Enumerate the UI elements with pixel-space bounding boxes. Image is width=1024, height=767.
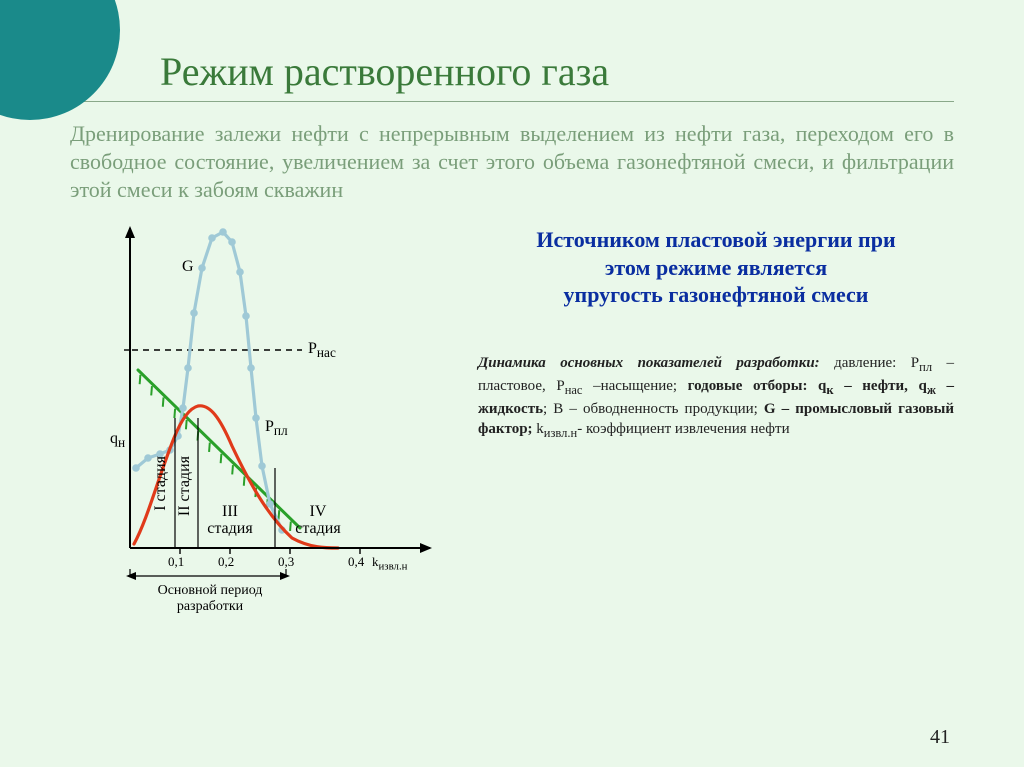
energy-source-headline: Источником пластовой энергии при этом ре… [478,226,954,309]
title-rule [70,101,954,102]
legend-k-txt: - коэффициент извлечения нефти [577,421,789,437]
legend-p-nas-sub: нас [565,383,583,397]
legend-intro: Динамика основных показателей разработки… [478,355,820,371]
legend-k-sub: извл.н [544,426,577,440]
content-row: 0,10,20,30,4kизвл.нGРнасРплqнI стадияII … [70,218,954,628]
text-column: Источником пластовой энергии при этом ре… [478,218,954,628]
headline-line-2: этом режиме является [605,255,827,280]
headline-line-1: Источником пластовой энергии при [536,227,895,252]
chart-legend-text: Динамика основных показателей разработки… [478,353,954,442]
chart-column: 0,10,20,30,4kизвл.нGРнасРплqнI стадияII … [70,218,450,628]
legend-p-nas: –насыщение; [582,378,687,394]
legend-q-k-sub: к [826,383,833,397]
slide-title: Режим растворенного газа [160,48,954,95]
legend-q-k: – нефти, q [834,378,927,394]
page-number: 41 [930,726,950,749]
slide-description: Дренирование залежи нефти с непрерывным … [70,120,954,204]
legend-k: k [536,421,544,437]
headline-line-3: упругость газонефтяной смеси [564,282,869,307]
legend-q-zh-sub: ж [927,383,936,397]
slide: Режим растворенного газа Дренирование за… [0,0,1024,648]
legend-b: ; В – обводненность продукции; [543,401,764,417]
legend-p-pl-sub: пл [919,360,932,374]
reservoir-chart: 0,10,20,30,4kизвл.нGРнасРплqнI стадияII … [70,218,450,628]
legend-q: годовые отборы: q [688,378,827,394]
legend-p: давление: Р [834,355,919,371]
